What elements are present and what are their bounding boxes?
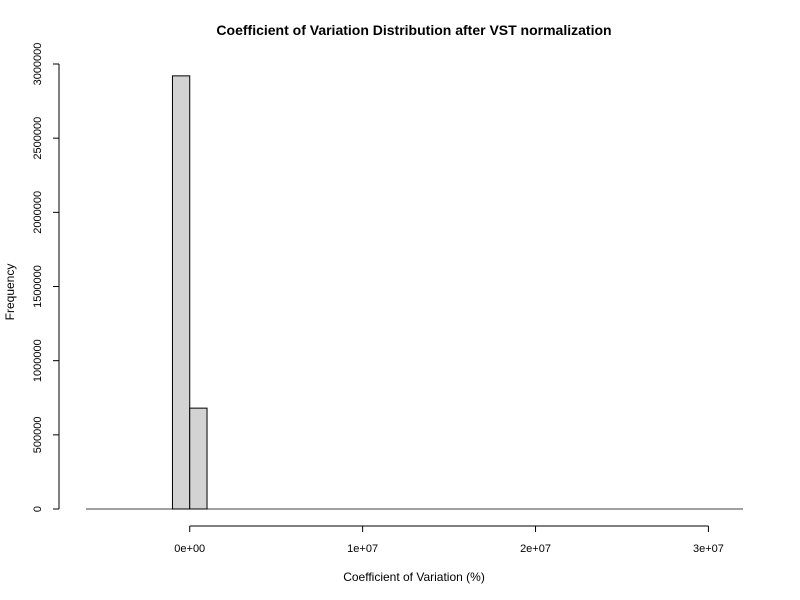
- bars-group: [171, 75, 208, 510]
- x-tick-label: 0e+00: [174, 543, 205, 555]
- histogram-bar: [171, 75, 191, 510]
- y-tick-label: 3000000: [32, 43, 44, 86]
- chart-title: Coefficient of Variation Distribution af…: [216, 22, 611, 38]
- x-tick-label: 1e+07: [347, 543, 378, 555]
- y-axis: 0 500000 1000000 1500000 2000000 2500000 30000…: [32, 43, 60, 512]
- x-axis-label: Coefficient of Variation (%): [343, 570, 485, 584]
- y-tick-label: 2000000: [32, 191, 44, 234]
- y-tick-label: 1500000: [32, 265, 44, 308]
- y-tick-label: 0: [32, 506, 44, 512]
- y-tick-label: 500000: [32, 416, 44, 453]
- histogram-bar: [189, 407, 208, 510]
- y-axis-label: Frequency: [3, 264, 17, 321]
- y-tick-label: 2500000: [32, 117, 44, 160]
- y-tick-label: 1000000: [32, 339, 44, 382]
- x-tick-label: 2e+07: [520, 543, 551, 555]
- x-axis: 0e+00 1e+07 2e+07 3e+07: [174, 525, 724, 555]
- x-tick-label: 3e+07: [693, 543, 724, 555]
